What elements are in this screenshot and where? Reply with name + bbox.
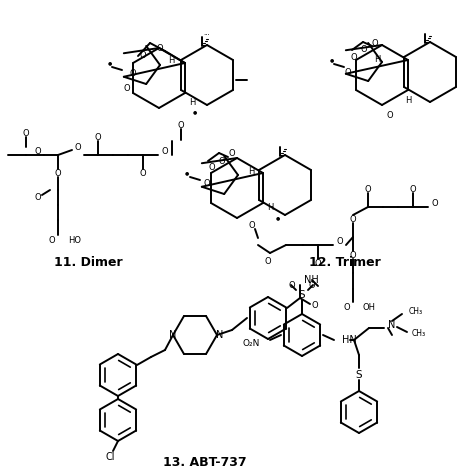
Text: H: H xyxy=(168,55,174,64)
Text: O: O xyxy=(372,38,378,47)
Text: O: O xyxy=(35,146,41,155)
Text: N: N xyxy=(169,330,177,340)
Text: O: O xyxy=(49,236,55,245)
Text: ●: ● xyxy=(193,109,197,115)
Text: O: O xyxy=(361,45,367,54)
Text: N: N xyxy=(216,330,224,340)
Text: O: O xyxy=(350,250,356,259)
Text: O: O xyxy=(35,193,41,202)
Text: NH: NH xyxy=(304,275,319,285)
Text: O: O xyxy=(351,53,357,62)
Text: 11. Dimer: 11. Dimer xyxy=(54,255,122,268)
Text: O: O xyxy=(23,128,29,137)
Text: O: O xyxy=(124,83,130,92)
Text: O₂N: O₂N xyxy=(243,338,260,347)
Text: O: O xyxy=(312,301,319,310)
Text: O: O xyxy=(309,282,315,291)
Text: O: O xyxy=(249,220,255,229)
Text: O: O xyxy=(432,199,438,208)
Text: ●: ● xyxy=(108,61,112,65)
Text: HO: HO xyxy=(68,236,81,245)
Text: O: O xyxy=(337,237,343,246)
Text: 12. Trimer: 12. Trimer xyxy=(309,255,381,268)
Text: H: H xyxy=(189,98,195,107)
Text: ●: ● xyxy=(185,171,189,175)
Text: O: O xyxy=(130,69,137,78)
Text: O: O xyxy=(219,156,225,165)
Text: HN: HN xyxy=(342,335,357,345)
Text: 13. ABT-737: 13. ABT-737 xyxy=(163,456,247,468)
Text: O: O xyxy=(387,110,393,119)
Text: ●: ● xyxy=(330,57,334,63)
Text: S: S xyxy=(356,370,362,380)
Text: O: O xyxy=(140,51,146,60)
Text: O: O xyxy=(365,184,371,193)
Text: O: O xyxy=(204,179,210,188)
Text: O: O xyxy=(289,282,295,291)
Text: O: O xyxy=(344,302,350,311)
Text: O: O xyxy=(157,44,164,53)
Text: O: O xyxy=(140,168,146,177)
Text: H: H xyxy=(248,167,255,176)
Text: CH₃: CH₃ xyxy=(409,308,423,317)
Text: O: O xyxy=(95,133,101,142)
Text: S: S xyxy=(299,290,305,300)
Text: Cl: Cl xyxy=(105,452,115,462)
Text: O: O xyxy=(345,67,351,76)
Text: O: O xyxy=(228,149,235,158)
Text: O: O xyxy=(410,184,416,193)
Text: O: O xyxy=(350,215,356,224)
Text: CH₃: CH₃ xyxy=(412,329,426,338)
Text: ●: ● xyxy=(276,216,280,220)
Text: O: O xyxy=(209,164,215,173)
Text: H: H xyxy=(267,203,273,212)
Text: O: O xyxy=(55,168,61,177)
Text: O: O xyxy=(162,146,168,155)
Text: O: O xyxy=(264,256,271,265)
Text: N: N xyxy=(388,320,396,330)
Text: ...: ... xyxy=(203,30,210,36)
Text: H,: H, xyxy=(374,55,383,64)
Text: O: O xyxy=(315,258,321,267)
Text: O: O xyxy=(178,120,184,129)
Text: OH: OH xyxy=(363,302,376,311)
Text: H: H xyxy=(405,95,411,104)
Text: O: O xyxy=(75,143,82,152)
